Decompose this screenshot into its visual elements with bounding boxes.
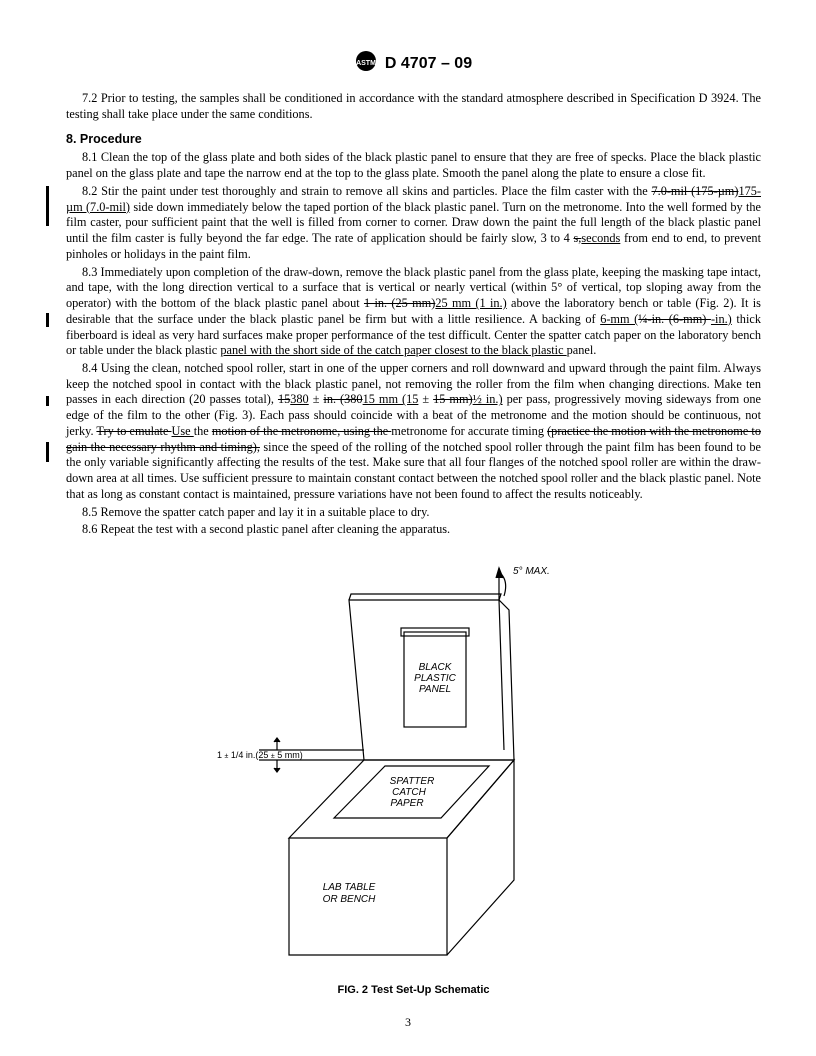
underline-text: 15 mm (15: [363, 392, 419, 406]
page-number: 3: [0, 1015, 816, 1030]
catch-label: SPATTER: [389, 776, 434, 787]
underline-text: ½ in.): [473, 392, 503, 406]
strike-text: Try to emulate: [96, 424, 171, 438]
figure-caption: FIG. 2 Test Set-Up Schematic: [66, 984, 761, 996]
underline-text: panel with the short side of the catch p…: [220, 343, 566, 357]
astm-logo-icon: ASTM: [355, 50, 377, 77]
text: ±: [418, 392, 433, 406]
text: the: [194, 424, 212, 438]
strike-text: 1 in. (25 mm): [364, 296, 435, 310]
para-7-2: 7.2 Prior to testing, the samples shall …: [66, 91, 761, 122]
strike-text: ¼-in. (6-mm): [638, 312, 711, 326]
table-label: LAB TABLE: [322, 882, 375, 893]
catch-label: PAPER: [390, 798, 423, 809]
underline-text: -in.): [711, 312, 732, 326]
angle-label: 5° MAX.: [513, 566, 550, 577]
table-label: OR BENCH: [322, 894, 376, 905]
svg-text:ASTM: ASTM: [356, 60, 376, 67]
underline-text: 25 mm (1 in.): [435, 296, 506, 310]
dim-label: 1 ± 1/4 in.(25 ± 5 mm): [217, 750, 303, 760]
panel-label: PANEL: [418, 684, 450, 695]
para-8-4: 8.4 Using the clean, notched spool rolle…: [66, 361, 761, 503]
section-8-heading: 8. Procedure: [66, 132, 761, 146]
strike-text: 15: [278, 392, 290, 406]
document-designation: D 4707 – 09: [385, 55, 472, 73]
para-8-6: 8.6 Repeat the test with a second plasti…: [66, 522, 761, 538]
figure-2: 5° MAX. BLACK PLASTIC PANEL SPATTER CATC…: [66, 560, 761, 996]
page-content: ASTM D 4707 – 09 7.2 Prior to testing, t…: [0, 0, 816, 1036]
para-8-5: 8.5 Remove the spatter catch paper and l…: [66, 505, 761, 521]
para-8-3: 8.3 Immediately upon completion of the d…: [66, 265, 761, 359]
strike-text: motion of the metronome, using the: [212, 424, 391, 438]
text: panel.: [567, 343, 597, 357]
catch-label: CATCH: [392, 787, 426, 798]
figure-svg: 5° MAX. BLACK PLASTIC PANEL SPATTER CATC…: [199, 560, 629, 975]
strike-text: in. (380: [323, 392, 362, 406]
underline-text: 380: [290, 392, 308, 406]
strike-text: 7.0-mil (175-µm): [651, 184, 738, 198]
underline-text: Use: [172, 424, 194, 438]
panel-label: BLACK: [418, 662, 452, 673]
page-header: ASTM D 4707 – 09: [66, 50, 761, 77]
text: metronome for accurate timing: [391, 424, 547, 438]
underline-text: 6-mm (: [600, 312, 638, 326]
para-8-1: 8.1 Clean the top of the glass plate and…: [66, 150, 761, 181]
strike-text: 15 mm): [433, 392, 473, 406]
text: 8.2 Stir the paint under test thoroughly…: [82, 184, 651, 198]
underline-text: seconds: [581, 231, 620, 245]
para-8-2: 8.2 Stir the paint under test thoroughly…: [66, 184, 761, 263]
panel-label: PLASTIC: [414, 673, 456, 684]
text: ±: [309, 392, 324, 406]
